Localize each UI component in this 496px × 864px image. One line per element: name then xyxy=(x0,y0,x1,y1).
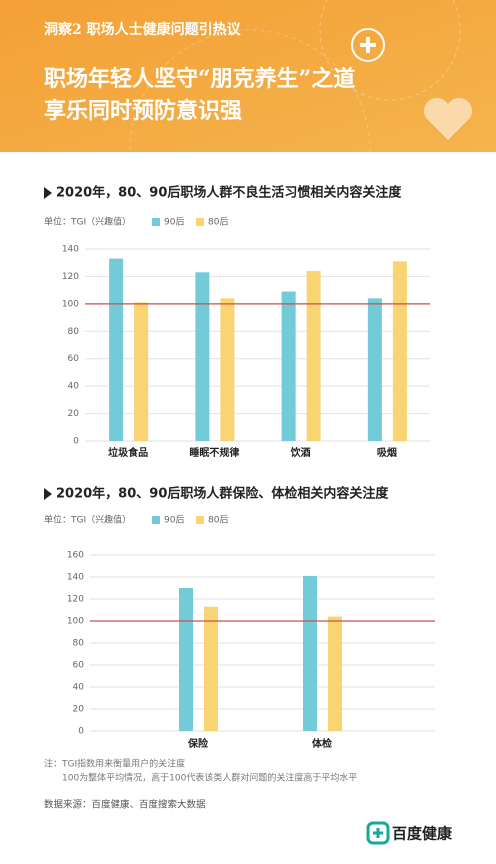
bar xyxy=(195,272,210,441)
x-tick-label: 垃圾食品 xyxy=(108,446,148,459)
legend-label: 90后 xyxy=(164,217,184,228)
bar xyxy=(392,261,407,441)
source: 数据来源：百度健康、百度搜索大数据 xyxy=(44,799,206,811)
chart-title: 2020年，80、90后职场人群不良生活习惯相关内容关注度 xyxy=(56,185,402,201)
header-title: 职场年轻人坚守“朋克养生”之道 xyxy=(44,66,355,92)
bar xyxy=(204,606,218,731)
logo: 百度健康 xyxy=(392,825,453,843)
icon-plus xyxy=(360,37,376,53)
x-tick-label: 吸烟 xyxy=(377,446,397,459)
y-tick-label: 80 xyxy=(73,639,85,649)
bar xyxy=(109,258,124,441)
note: 注：TGI指数用来衡量用户的关注度 xyxy=(44,758,185,770)
bar xyxy=(367,298,382,441)
y-tick-label: 40 xyxy=(73,683,85,693)
decoration xyxy=(319,0,461,101)
header-tag: 洞察2 职场人士健康问题引热议 xyxy=(44,21,242,38)
legend-label: 80后 xyxy=(208,515,228,526)
decoration xyxy=(129,29,371,271)
y-tick-label: 140 xyxy=(62,245,79,255)
y-tick-label: 0 xyxy=(73,437,79,447)
unit-label: 单位：TGI（兴趣值） xyxy=(44,216,131,228)
y-tick-label: 0 xyxy=(78,727,84,737)
header-bg xyxy=(0,0,496,152)
bar xyxy=(220,298,235,441)
y-tick-label: 20 xyxy=(73,705,85,715)
x-tick-label: 体检 xyxy=(312,737,332,750)
x-tick-label: 睡眠不规律 xyxy=(189,446,239,459)
icon-heart xyxy=(423,97,473,140)
legend-label: 90后 xyxy=(164,515,184,526)
title-marker xyxy=(44,488,52,500)
bar xyxy=(306,270,321,441)
y-tick-label: 60 xyxy=(68,354,80,364)
bar xyxy=(281,291,296,441)
y-tick-label: 140 xyxy=(67,573,84,583)
legend-swatch xyxy=(196,516,204,524)
legend-swatch xyxy=(196,218,204,226)
bar xyxy=(303,575,317,731)
y-tick-label: 100 xyxy=(67,617,84,627)
logo-icon xyxy=(373,828,383,838)
y-tick-label: 100 xyxy=(62,299,79,309)
unit-label: 单位：TGI（兴趣值） xyxy=(44,514,131,526)
y-tick-label: 20 xyxy=(68,409,80,419)
y-tick-label: 120 xyxy=(67,595,84,605)
note: 100为整体平均情况，高于100代表该类人群对问题的关注度高于平均水平 xyxy=(62,772,357,784)
icon-plus xyxy=(351,28,385,62)
y-tick-label: 80 xyxy=(68,327,80,337)
x-tick-label: 保险 xyxy=(187,737,209,750)
legend-swatch xyxy=(152,218,160,226)
legend-swatch xyxy=(152,516,160,524)
bar xyxy=(328,616,342,731)
chart-title: 2020年，80、90后职场人群保险、体检相关内容关注度 xyxy=(56,486,389,502)
title-marker xyxy=(44,187,52,199)
logo-icon xyxy=(366,821,390,845)
y-tick-label: 160 xyxy=(67,551,84,561)
bar xyxy=(134,302,149,441)
header-title: 享乐同时预防意识强 xyxy=(44,98,242,124)
x-tick-label: 饮酒 xyxy=(290,446,311,459)
legend-label: 80后 xyxy=(208,217,228,228)
bar xyxy=(179,588,193,731)
y-tick-label: 120 xyxy=(62,272,79,282)
y-tick-label: 60 xyxy=(73,661,85,671)
y-tick-label: 40 xyxy=(68,382,80,392)
